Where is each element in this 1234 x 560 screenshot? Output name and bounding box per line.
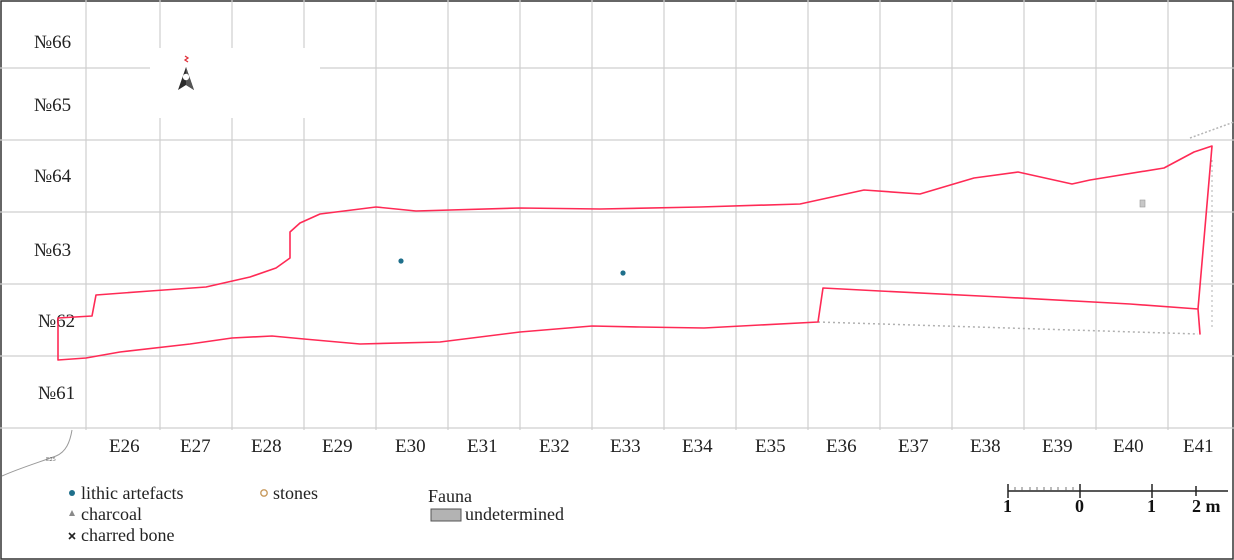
col-label-e34: E34 (682, 436, 713, 457)
contour-line-left (1, 429, 73, 477)
col-label-e38: E38 (970, 436, 1001, 457)
col-label-e26: E26 (109, 436, 140, 457)
scale-bar: 1 0 1 2 m (1003, 484, 1228, 516)
col-label-e35: E35 (755, 436, 786, 457)
legend: lithic artefacts stones charcoal charred… (68, 483, 564, 545)
north-arrow-icon (178, 55, 194, 90)
legend-fauna-heading: Fauna (428, 486, 472, 506)
scale-label-2m: 2 m (1192, 496, 1221, 516)
row-label-61: №61 (38, 383, 75, 404)
col-label-e39: E39 (1042, 436, 1073, 457)
lithic-find (620, 270, 626, 276)
legend-lithic: lithic artefacts (81, 483, 183, 503)
row-label-63: №63 (34, 240, 71, 261)
row-label-65: №65 (34, 95, 71, 116)
lithic-find (398, 258, 404, 264)
charcoal-legend-symbol (69, 510, 75, 516)
col-label-e29: E29 (322, 436, 353, 457)
lithic-legend-symbol (69, 490, 75, 496)
scale-label-0: 0 (1075, 496, 1084, 516)
col-label-e36: E36 (826, 436, 857, 457)
col-label-e40: E40 (1113, 436, 1144, 457)
fauna-find (1139, 199, 1146, 208)
col-label-e33: E33 (610, 436, 641, 457)
legend-stones: stones (273, 483, 318, 503)
inner-edge-hatch (817, 321, 1199, 335)
row-label-62: №62 (38, 311, 75, 332)
legend-charcoal: charcoal (81, 504, 142, 524)
fauna-legend-swatch (430, 508, 462, 522)
row-label-64: №64 (34, 166, 72, 187)
row-label-66: №66 (34, 32, 71, 53)
legend-charred-bone: charred bone (81, 525, 174, 545)
scale-label-1: 1 (1147, 496, 1156, 516)
col-label-e32: E32 (539, 436, 570, 457)
col-label-e28: E28 (251, 436, 282, 457)
excavation-outline (57, 145, 1213, 361)
col-label-e27: E27 (180, 436, 211, 457)
stone-legend-symbol (260, 489, 268, 497)
charred-bone-legend-symbol (68, 532, 76, 540)
col-label-e30: E30 (395, 436, 426, 457)
scale-label-1-left: 1 (1003, 496, 1012, 516)
legend-fauna-undetermined: undetermined (465, 504, 564, 524)
north-arrow-backdrop (150, 48, 320, 118)
col-label-e37: E37 (898, 436, 929, 457)
col-label-e31: E31 (467, 436, 498, 457)
edge-label: E25 (46, 457, 56, 463)
col-label-e41: E41 (1183, 436, 1214, 457)
